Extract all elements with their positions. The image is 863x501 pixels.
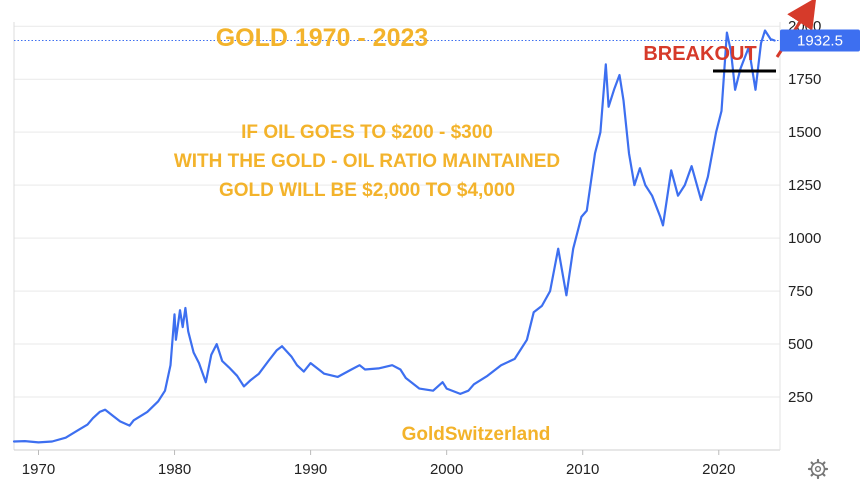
y-tick-label-750: 750	[788, 283, 813, 300]
gold-price-series-line	[12, 29, 776, 444]
gridlines	[14, 25, 780, 398]
x-tick-label-1980: 1980	[158, 461, 191, 478]
x-tick-label-1970: 1970	[22, 461, 55, 478]
annotation-line-2: WITH THE GOLD - OIL RATIO MAINTAINED	[174, 151, 560, 172]
y-tick-label-1500: 1500	[788, 124, 821, 141]
y-tick-label-1000: 1000	[788, 230, 821, 247]
y-tick-label-1750: 1750	[788, 71, 821, 88]
breakout-label: BREAKOUT	[643, 43, 756, 65]
last-price-tag-background	[780, 29, 860, 52]
x-tick-label-2000: 2000	[430, 461, 463, 478]
x-tick-label-1990: 1990	[294, 461, 327, 478]
gear-icon	[807, 458, 829, 480]
settings-button[interactable]	[807, 458, 829, 480]
x-axis-ticks: 1970 1980 1990 2000 2010 2020	[22, 450, 735, 478]
watermark: GoldSwitzerland	[402, 424, 551, 445]
x-tick-label-2010: 2010	[566, 461, 599, 478]
chart-title: GOLD 1970 - 2023	[216, 24, 429, 52]
y-tick-label-500: 500	[788, 336, 813, 353]
annotation-line-3: GOLD WILL BE $2,000 TO $4,000	[219, 180, 515, 201]
y-tick-label-250: 250	[788, 389, 813, 406]
last-price-tag-value: 1932.5	[797, 33, 843, 50]
y-tick-label-1250: 1250	[788, 177, 821, 194]
x-tick-label-2020: 2020	[702, 461, 735, 478]
annotation-line-1: IF OIL GOES TO $200 - $300	[241, 122, 493, 143]
last-price-tag: 1932.5	[780, 29, 860, 52]
